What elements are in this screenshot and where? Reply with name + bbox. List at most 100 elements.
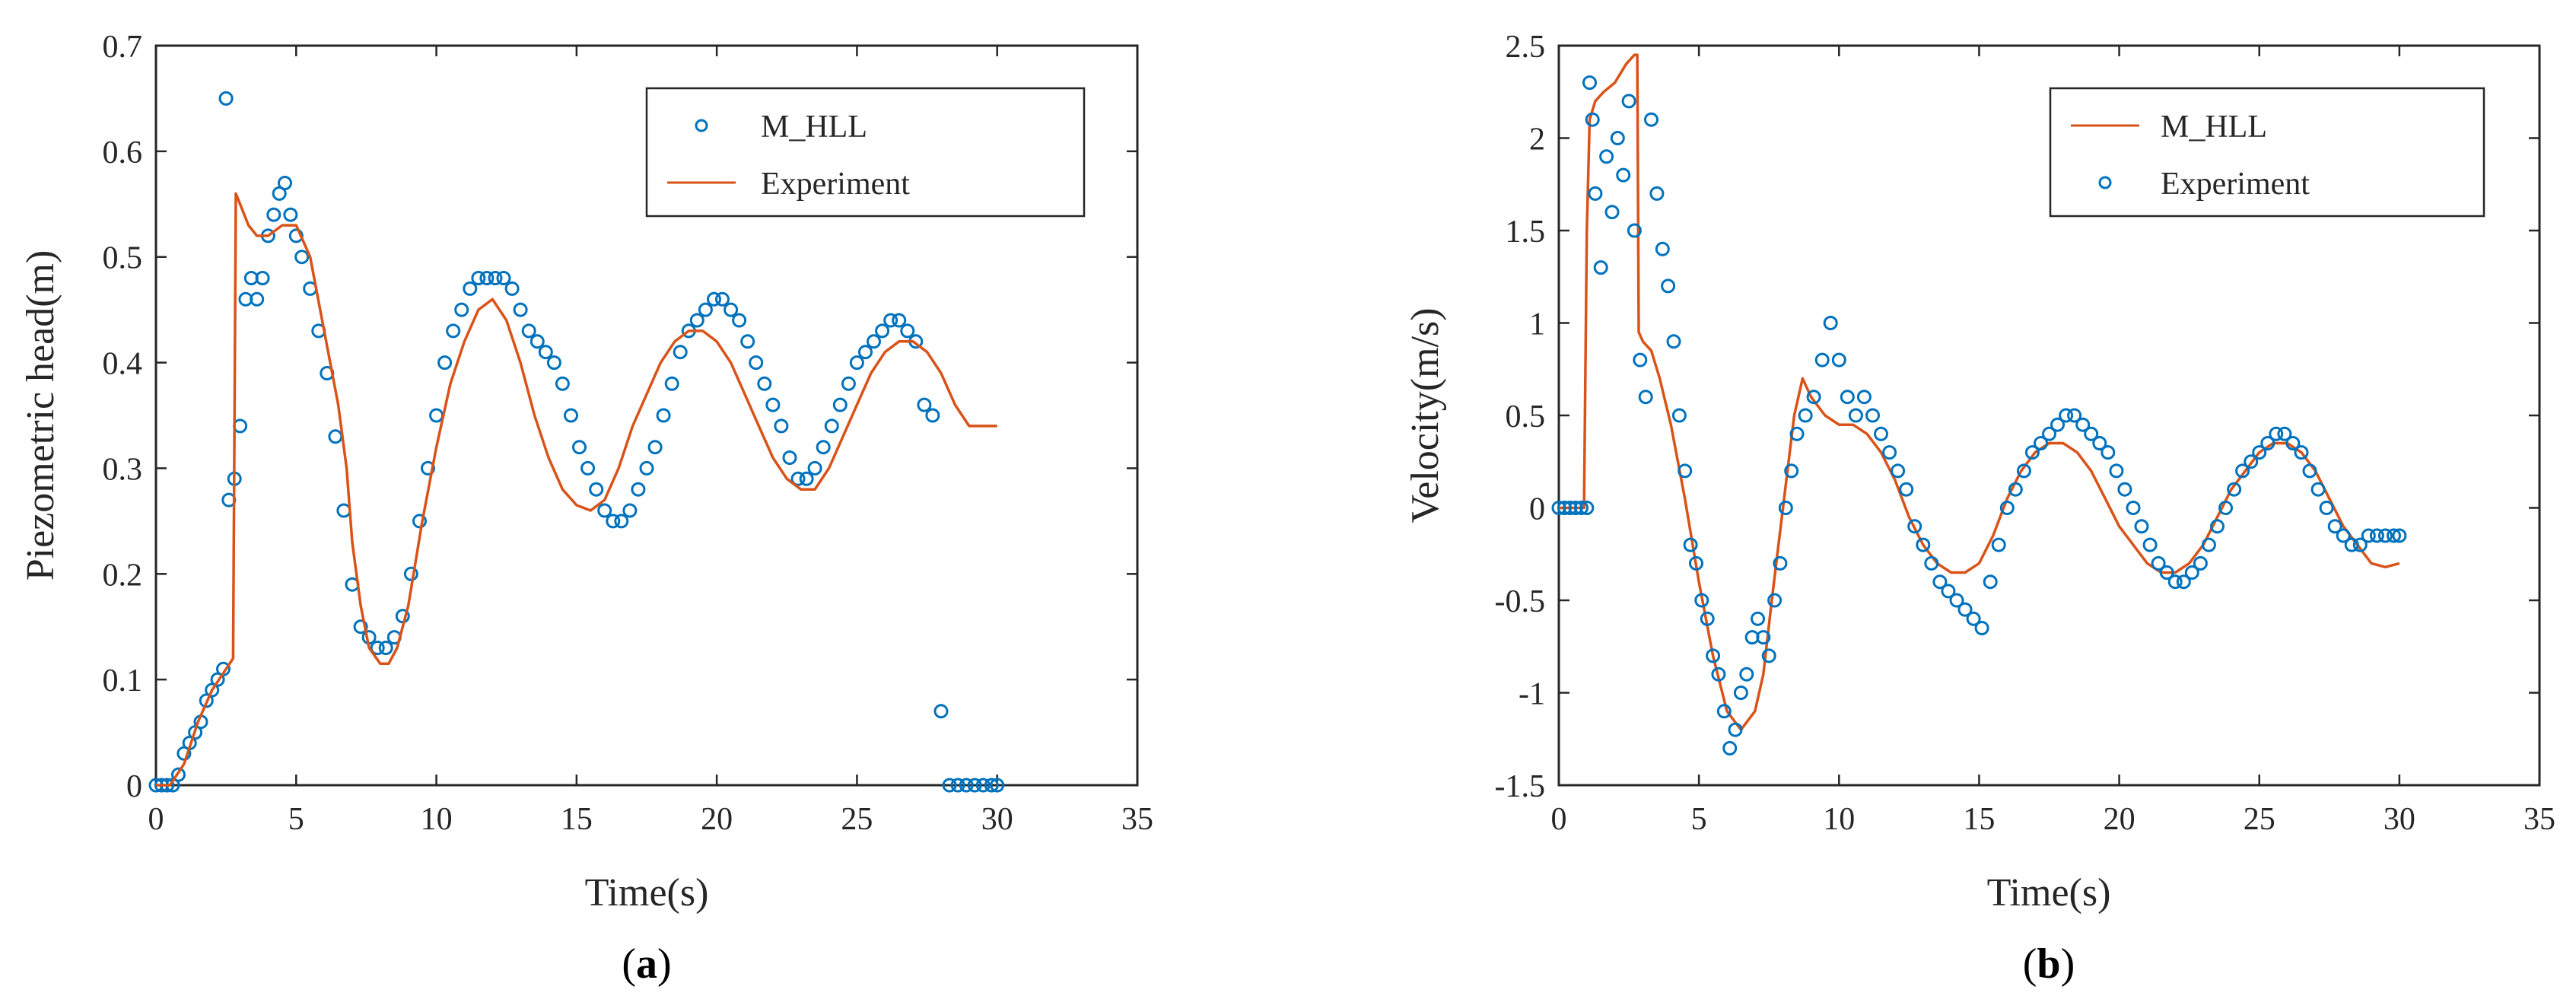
panel-a-legend-box	[645, 87, 1086, 218]
panel-a-point	[749, 355, 764, 371]
panel-a-point	[782, 450, 797, 465]
panel-b-point	[1798, 408, 1813, 423]
panel-b-point	[2042, 426, 2056, 441]
panel-b-y-axis-label: Velocity(m/s)	[1404, 307, 1447, 523]
panel-b-y-tick-label: 2.5	[1506, 30, 1546, 65]
panel-b-point	[1957, 602, 1973, 617]
panel-b-y-tick-label: 1	[1529, 307, 1545, 342]
panel-a-point	[488, 271, 503, 285]
panel-b-point	[1722, 740, 1738, 756]
panel-b-point	[2184, 565, 2199, 580]
panel-b-point	[2075, 417, 2091, 432]
panel-b-point	[1856, 390, 1872, 405]
panel-b-legend: M_HLL Experiment	[2049, 87, 2485, 218]
panel-b-point	[1610, 131, 1625, 145]
panel-a-legend-m-hll-label: M_HLL	[761, 110, 867, 145]
panel-a-x-tick-label: 35	[1121, 802, 1153, 837]
panel-a-point	[664, 376, 679, 391]
panel-a-point	[841, 376, 856, 391]
panel-b-point	[2260, 436, 2275, 450]
panel-a-point	[572, 440, 587, 455]
panel-a-point	[656, 408, 671, 423]
panel-a-point	[218, 91, 234, 106]
panel-a-y-tick-label: 0.4	[103, 347, 143, 382]
panel-b-point	[2294, 445, 2309, 460]
panel-b-point	[1891, 463, 1906, 479]
panel-b-tag-close: )	[2061, 940, 2075, 988]
panel-b-point	[1966, 611, 1981, 626]
panel-b-point	[2392, 528, 2407, 543]
panel-b-point	[2101, 445, 2116, 460]
panel-a-point	[446, 323, 461, 339]
panel-a-point	[824, 418, 839, 434]
panel-b-point	[1882, 445, 1897, 460]
panel-a-y-tick-label: 0.6	[103, 135, 143, 170]
panel-b-point	[1767, 593, 1783, 608]
panel-b-point	[1588, 186, 1603, 201]
panel-b-point	[1874, 426, 1888, 441]
panel-b-point	[2151, 555, 2166, 571]
panel-b-point	[2008, 482, 2023, 497]
panel-a-x-tick-label: 25	[841, 802, 873, 837]
panel-a-point	[421, 460, 435, 476]
panel-b-point	[2377, 528, 2393, 543]
panel-b-point	[1644, 112, 1658, 127]
panel-a-point	[378, 641, 393, 655]
panel-a-point	[925, 408, 940, 423]
panel-a-point	[538, 345, 553, 360]
panel-a-point	[521, 323, 536, 339]
panel-a-point	[463, 281, 478, 296]
panel-a-point	[255, 271, 270, 285]
panel-b-x-tick-label: 30	[2384, 802, 2415, 837]
panel-a-x-tick-label: 20	[701, 802, 733, 837]
panel-a-point	[715, 291, 730, 307]
panel-b-point	[1974, 621, 1989, 635]
panel-b-point	[2167, 574, 2183, 590]
panel-b-point	[1848, 408, 1863, 423]
panel-a-ticks: 0 5 10 15 20 25 30 35 0 0.1 0.2 0.3 0.4 0.5 0.6 0.7	[103, 30, 1154, 837]
panel-a-point	[412, 514, 427, 529]
panel-b-point	[1789, 426, 1805, 441]
panel-b-x-tick-label: 35	[2524, 802, 2555, 837]
panel-b-point	[1865, 408, 1880, 423]
panel-b-point	[1649, 186, 1665, 201]
panel-b-point	[2252, 445, 2267, 460]
panel-b-point	[1751, 611, 1765, 626]
panel-a-point	[867, 334, 881, 349]
panel-b-point	[1706, 648, 1721, 663]
panel-b-y-tick-label: 2	[1529, 122, 1545, 157]
panel-a-x-axis-label: Time(s)	[585, 871, 709, 915]
panel-a-y-tick-label: 0.3	[103, 452, 143, 487]
panel-a-point	[807, 460, 822, 476]
panel-a-legend-experiment-label: Experiment	[761, 167, 910, 202]
panel-b-ticks: 0 5 10 15 20 25 30 35 -1.5 -1 -0.5 0 0.5 1 1.5 2 2.5	[1495, 30, 2556, 837]
panel-a-point	[933, 704, 949, 719]
panel-b-point	[1671, 408, 1687, 423]
panel-b-point	[2034, 436, 2048, 450]
panel-b-y-tick-label: -1	[1519, 677, 1545, 712]
panel-b-legend-experiment-label: Experiment	[2161, 167, 2310, 202]
panel-b-point	[1907, 519, 1922, 534]
panel-b-point	[1666, 334, 1681, 349]
panel-a-point	[454, 302, 469, 317]
panel-a-point	[353, 619, 368, 635]
panel-b-y-tick-label: 0	[1529, 492, 1545, 527]
panel-a-point	[647, 440, 663, 455]
panel-a-point	[471, 271, 486, 285]
panel-b-point	[1599, 149, 1614, 164]
panel-b-point	[2134, 519, 2149, 534]
panel-a-point	[631, 482, 646, 497]
panel-a-chart: 0 5 10 15 20 25 30 35 0 0.1 0.2 0.3 0.4 0.5 0.6 0.7 Tim…	[19, 30, 1153, 988]
panel-a-point	[294, 250, 310, 265]
panel-a-point	[606, 514, 621, 529]
panel-a-point	[774, 418, 789, 434]
panel-b-x-tick-label: 10	[1823, 802, 1855, 837]
panel-b-point	[1633, 352, 1648, 367]
panel-b-point	[2277, 426, 2292, 441]
panel-a-point	[959, 778, 974, 793]
panel-b-point	[2016, 463, 2031, 479]
panel-a-y-tick-label: 0.1	[103, 663, 143, 698]
panel-b-point	[1638, 390, 1653, 405]
panel-b-point	[2227, 482, 2242, 497]
panel-a-point	[942, 778, 957, 793]
